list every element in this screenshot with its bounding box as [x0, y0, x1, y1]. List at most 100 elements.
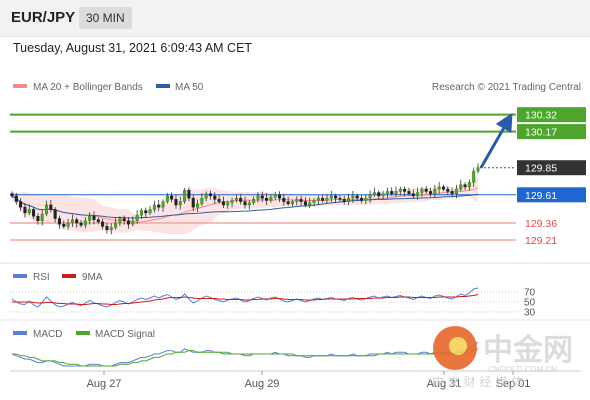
candle-up [385, 191, 389, 194]
legend-label-ma20: MA 20 + Bollinger Bands [33, 82, 143, 93]
candle-down [243, 201, 247, 206]
symbol-label: EUR/JPY [11, 9, 76, 26]
candle-down [403, 188, 407, 192]
price-label-pivot: 129.61 [525, 190, 557, 202]
legend-swatch-rsi-ma [62, 274, 76, 278]
candle-up [148, 209, 152, 214]
timeframe-button[interactable]: 30 MIN [79, 7, 132, 29]
candle-up [273, 194, 277, 198]
candle-up [114, 222, 118, 228]
candle-down [36, 215, 40, 222]
watermark-logo-inner-icon [449, 337, 467, 355]
candle-up [312, 200, 316, 203]
candle-up [88, 215, 92, 222]
candle-up [459, 184, 463, 190]
candle-down [342, 199, 346, 202]
candle-up [381, 193, 385, 197]
candle-down [277, 194, 282, 199]
price-label-last: 129.85 [525, 163, 557, 175]
candle-up [368, 194, 372, 199]
candle-down [105, 226, 109, 231]
x-tick-label: Sep 01 [496, 378, 531, 390]
candle-down [407, 191, 411, 194]
candle-down [75, 219, 79, 224]
candle-up [437, 186, 441, 190]
candle-up [364, 197, 368, 201]
candle-down [14, 195, 18, 202]
candle-up [454, 188, 458, 194]
candle-down [96, 219, 100, 223]
watermark-brand: 中金网 [483, 333, 573, 368]
candle-up [467, 182, 471, 188]
candle-up [269, 196, 273, 201]
price-label-box [517, 107, 586, 123]
candle-down [286, 201, 290, 205]
watermark-site: CNGOLD.COM.CN [488, 365, 557, 374]
candle-down [303, 201, 307, 206]
candle-up [472, 170, 476, 183]
x-tick-label: Aug 31 [427, 378, 462, 390]
legend-label-macd: MACD [33, 329, 62, 340]
candle-down [321, 197, 325, 201]
candle-down [32, 209, 36, 217]
candle-up [256, 195, 260, 200]
candle-up [234, 197, 238, 201]
candle-up [196, 203, 200, 208]
legend-swatch-ma50 [156, 84, 170, 88]
candle-down [79, 222, 83, 226]
candle-down [441, 186, 446, 190]
candle-up [230, 200, 234, 203]
candle-down [101, 221, 105, 227]
macd-line [11, 341, 479, 367]
datetime-label: Tuesday, August 31, 2021 6:09:43 AM CET [13, 41, 253, 55]
candle-down [144, 210, 148, 214]
candle-down [260, 195, 264, 199]
candle-up [66, 222, 70, 227]
candle-up [226, 202, 230, 206]
candle-down [170, 195, 174, 200]
candle-up [40, 213, 44, 222]
candle-down [299, 199, 303, 202]
candle-up [27, 209, 31, 214]
candle-up [161, 201, 165, 208]
price-panel: MA 20 + Bollinger Bands MA 50 Research ©… [10, 82, 586, 262]
candle-up [290, 201, 294, 205]
candle-up [200, 197, 204, 205]
price-label-support: 129.21 [525, 235, 557, 247]
legend-label-rsi-ma: 9MA [82, 272, 103, 283]
candle-down [221, 201, 225, 206]
candle-down [174, 199, 178, 206]
candle-up [329, 195, 333, 199]
candle-down [463, 184, 467, 188]
macd-panel: MACD MACD Signal [11, 329, 479, 367]
candle-up [70, 219, 74, 224]
candle-down [282, 197, 286, 202]
candle-down [390, 191, 394, 194]
rsi-ma-line [12, 294, 479, 305]
candle-down [450, 191, 454, 194]
projection-arrow [479, 112, 513, 169]
candle-down [126, 220, 131, 225]
legend-swatch-ma20 [13, 84, 27, 88]
price-axis-labels: 130.32 130.17 129.85 129.61 129.36 129.21 [517, 107, 586, 247]
candle-up [131, 220, 135, 225]
copyright-label: Research © 2021 Trading Central [432, 82, 581, 93]
candle-down [217, 199, 221, 202]
candle-up [351, 195, 355, 199]
legend-label-rsi: RSI [33, 272, 50, 283]
candle-down [19, 201, 23, 208]
candle-down [265, 197, 269, 201]
candle-up [316, 197, 320, 201]
candle-down [359, 197, 364, 201]
candle-down [355, 195, 359, 199]
x-tick-label: Aug 27 [87, 378, 122, 390]
macd-signal-line [12, 348, 479, 367]
candle-up [372, 192, 376, 196]
header-bar: EUR/JPY 30 MIN [0, 0, 590, 37]
candle-down [338, 197, 342, 200]
candle-down [49, 204, 53, 210]
rsi-line [11, 287, 479, 308]
candle-up [347, 197, 351, 202]
